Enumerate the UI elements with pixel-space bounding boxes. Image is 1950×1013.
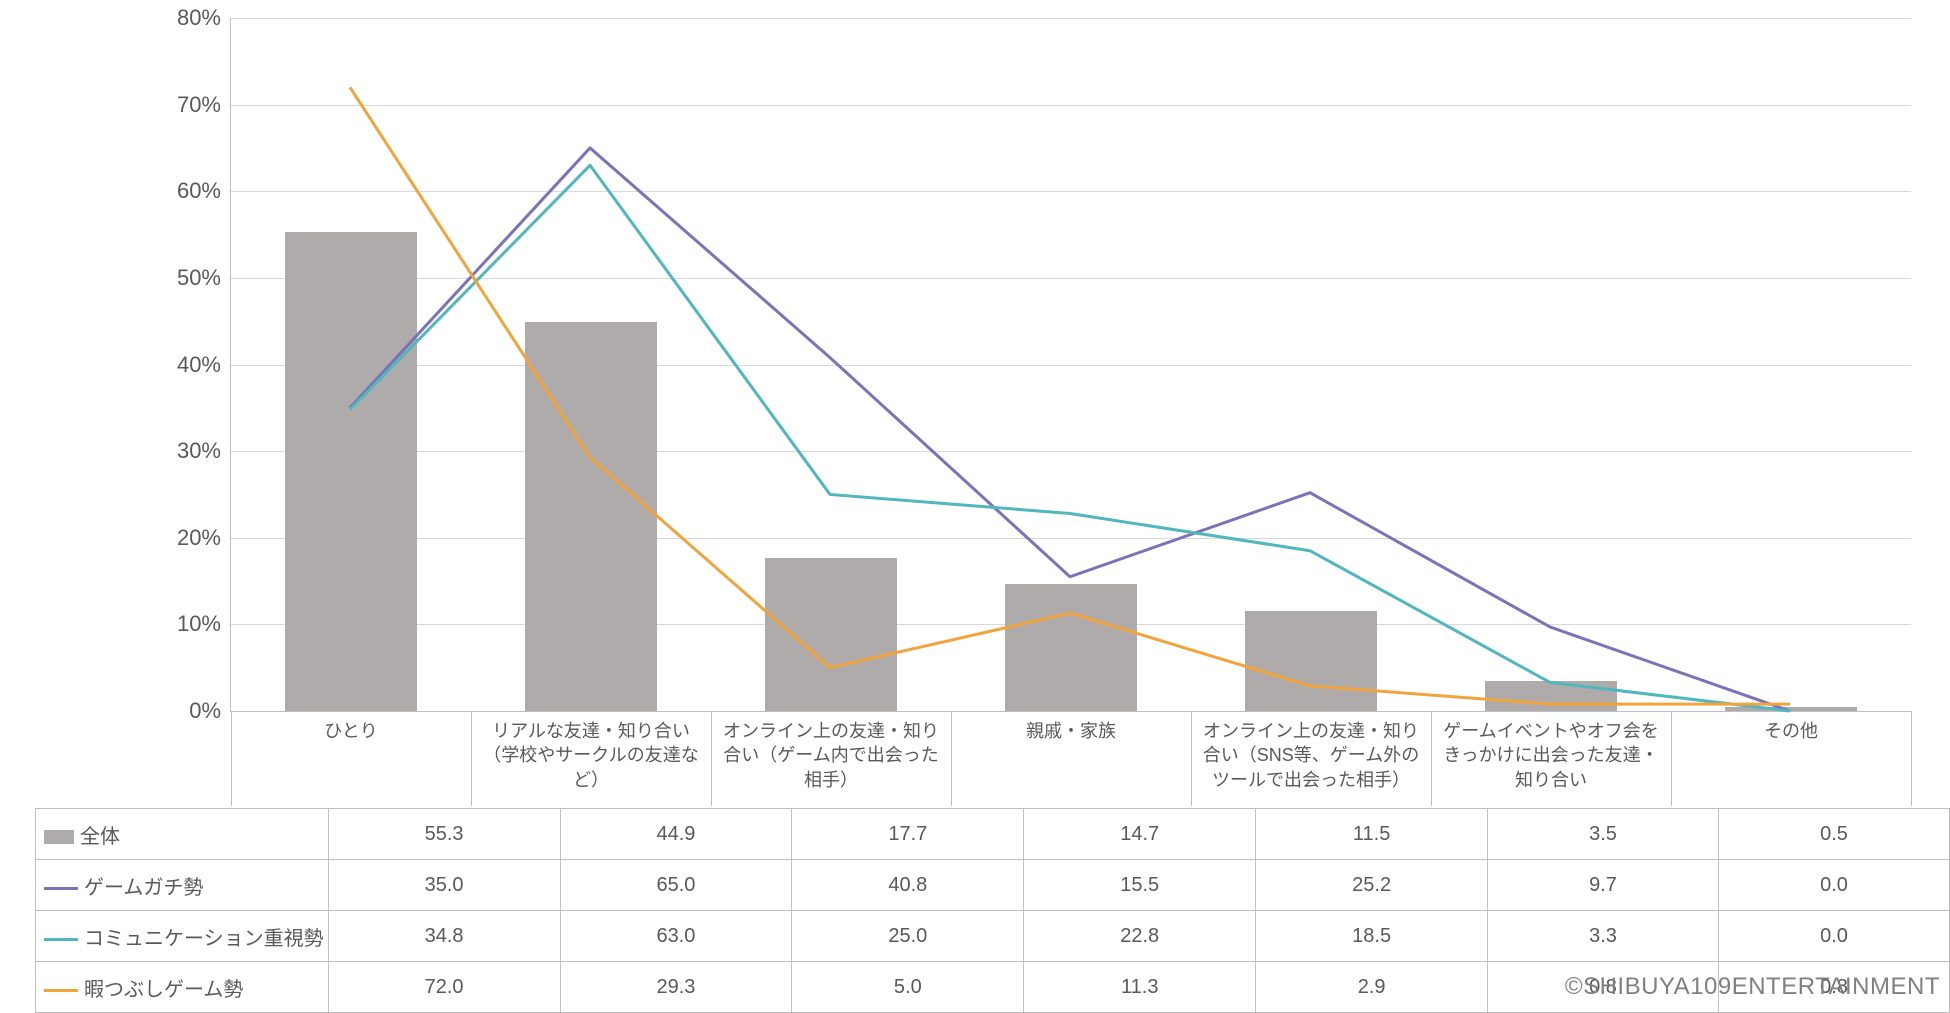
line-swatch-icon xyxy=(44,989,78,992)
table-cell: 2.9 xyxy=(1256,962,1488,1013)
y-tick-label: 10% xyxy=(177,611,231,637)
x-tick-separator xyxy=(471,711,472,806)
table-cell: 65.0 xyxy=(560,860,792,911)
line-series-overlay xyxy=(230,18,1910,711)
y-tick-label: 40% xyxy=(177,352,231,378)
table-rowhead: 暇つぶしゲーム勢 xyxy=(36,962,329,1013)
line-swatch-icon xyxy=(44,887,78,890)
table-row: ゲームガチ勢 35.065.040.815.525.29.70.0 xyxy=(36,860,1950,911)
table-cell: 34.8 xyxy=(328,911,560,962)
table-cell: 44.9 xyxy=(560,809,792,860)
table-cell: 25.0 xyxy=(792,911,1024,962)
x-tick-label: オンライン上の友達・知り 合い（ゲーム内で出会った 相手） xyxy=(713,711,949,792)
y-tick-label: 50% xyxy=(177,265,231,291)
x-tick-label: その他 xyxy=(1673,711,1909,743)
x-tick-separator xyxy=(711,711,712,806)
line-series xyxy=(350,87,1790,704)
table-cell: 25.2 xyxy=(1256,860,1488,911)
table-cell: 14.7 xyxy=(1024,809,1256,860)
table-cell: 3.3 xyxy=(1488,911,1719,962)
bar-swatch-icon xyxy=(44,830,74,844)
table-cell: 29.3 xyxy=(560,962,792,1013)
x-tick-label: 親戚・家族 xyxy=(953,711,1189,743)
y-tick-label: 20% xyxy=(177,525,231,551)
x-tick-separator xyxy=(1671,711,1672,806)
x-tick-separator xyxy=(1911,711,1912,806)
table-cell: 9.7 xyxy=(1488,860,1719,911)
y-tick-label: 80% xyxy=(177,5,231,31)
chart-container: 0% 10% 20% 30% 40% 50% 60% 70% 80% ひとりリアルな友達・知り合い… xyxy=(0,0,1950,1003)
x-tick-label: オンライン上の友達・知り 合い（SNS等、ゲーム外の ツールで出会った相手） xyxy=(1193,711,1429,792)
table-cell: 5.0 xyxy=(792,962,1024,1013)
line-series xyxy=(350,165,1790,711)
table-cell: 35.0 xyxy=(328,860,560,911)
x-tick-label: ひとり xyxy=(233,711,469,743)
table-cell: 0.5 xyxy=(1719,809,1950,860)
series-name: 暇つぶしゲーム勢 xyxy=(84,979,243,1001)
table-row: 全体 55.344.917.714.711.53.50.5 xyxy=(36,809,1950,860)
x-tick-label: リアルな友達・知り合い （学校やサークルの友達な ど） xyxy=(473,711,709,792)
table-cell: 17.7 xyxy=(792,809,1024,860)
table-rowhead: ゲームガチ勢 xyxy=(36,860,329,911)
table-cell: 0.0 xyxy=(1719,911,1950,962)
line-swatch-icon xyxy=(44,938,78,941)
table-cell: 11.3 xyxy=(1024,962,1256,1013)
x-tick-separator xyxy=(231,711,232,806)
series-name: ゲームガチ勢 xyxy=(84,877,203,899)
series-name: 全体 xyxy=(80,826,120,848)
y-tick-label: 60% xyxy=(177,178,231,204)
series-name: コミュニケーション重視勢 xyxy=(84,928,324,950)
table-cell: 55.3 xyxy=(328,809,560,860)
table-cell: 15.5 xyxy=(1024,860,1256,911)
y-tick-label: 70% xyxy=(177,92,231,118)
x-tick-separator xyxy=(1191,711,1192,806)
credit-text: ©SHIBUYA109ENTERTAINMENT xyxy=(1565,973,1940,1001)
table-cell: 0.0 xyxy=(1719,860,1950,911)
table-cell: 40.8 xyxy=(792,860,1024,911)
table-cell: 22.8 xyxy=(1024,911,1256,962)
table-cell: 18.5 xyxy=(1256,911,1488,962)
y-tick-label: 30% xyxy=(177,438,231,464)
table-cell: 72.0 xyxy=(328,962,560,1013)
line-series xyxy=(350,148,1790,711)
x-tick-separator xyxy=(951,711,952,806)
table-rowhead: 全体 xyxy=(36,809,329,860)
table-cell: 63.0 xyxy=(560,911,792,962)
table-rowhead: コミュニケーション重視勢 xyxy=(36,911,329,962)
x-tick-separator xyxy=(1431,711,1432,806)
table-cell: 11.5 xyxy=(1256,809,1488,860)
table-cell: 3.5 xyxy=(1488,809,1719,860)
y-tick-label: 0% xyxy=(189,698,231,724)
x-tick-label: ゲームイベントやオフ会を きっかけに出会った友達・ 知り合い xyxy=(1433,711,1669,792)
table-row: コミュニケーション重視勢34.863.025.022.818.53.30.0 xyxy=(36,911,1950,962)
